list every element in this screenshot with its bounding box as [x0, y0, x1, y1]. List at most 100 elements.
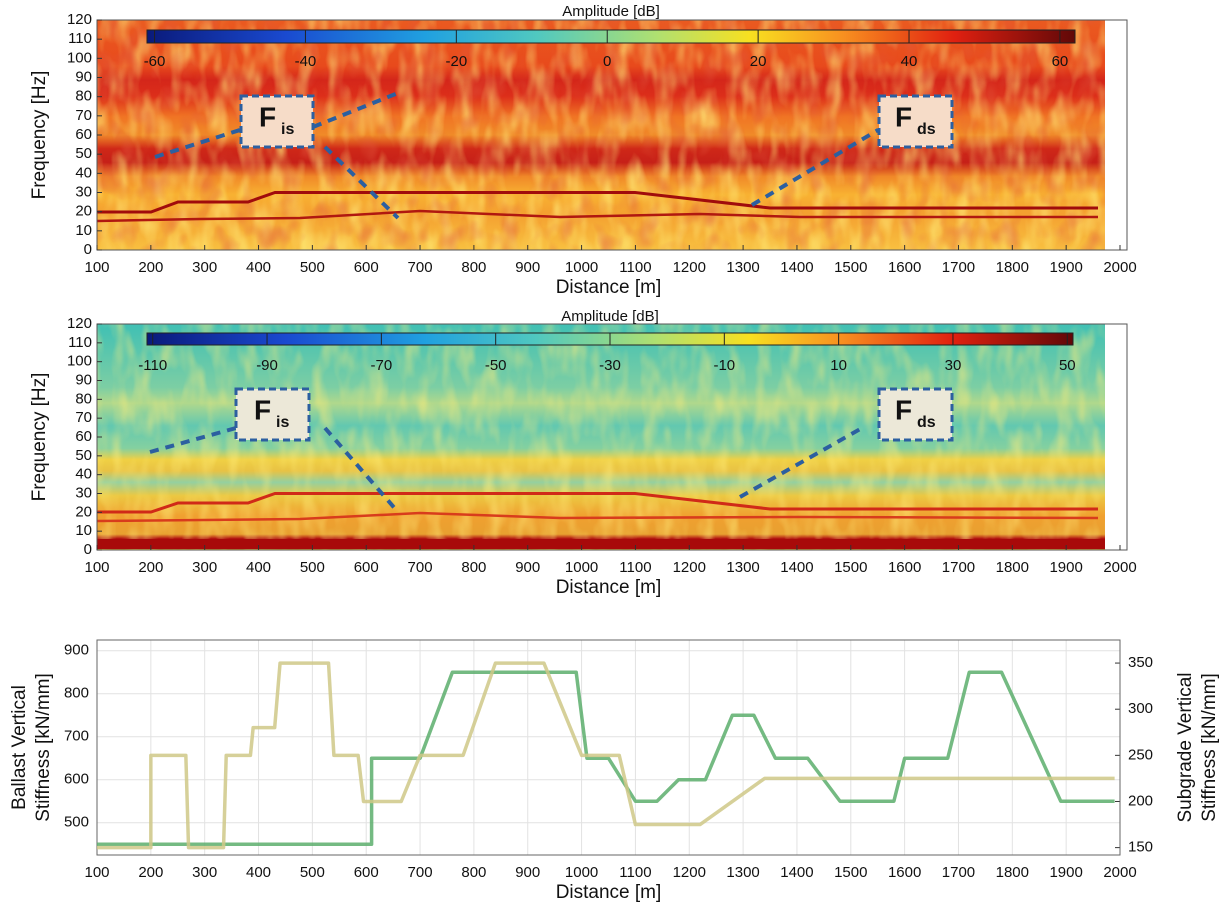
annotation-sub: is	[276, 414, 289, 431]
x-tick-label: 1800	[996, 559, 1029, 576]
x-tick-label: 600	[354, 864, 379, 881]
x-tick-label: 1100	[619, 559, 651, 576]
x-tick-label: 400	[246, 864, 271, 881]
x-tick-label: 1500	[834, 259, 867, 276]
y2-tick-label: 200	[1128, 792, 1153, 809]
colorbar-tick-label: -20	[445, 53, 467, 70]
y-axis-label: Frequency [Hz]	[29, 373, 50, 502]
y-tick-label: 20	[75, 503, 92, 520]
y-tick-label: 40	[75, 164, 92, 181]
x-tick-label: 1700	[942, 559, 975, 576]
x-tick-label: 500	[300, 259, 325, 276]
y-tick-label: 20	[75, 203, 92, 220]
y-tick-label: 100	[67, 353, 92, 370]
colorbar-tick-label: 30	[945, 357, 962, 374]
x-tick-label: 2000	[1103, 864, 1136, 881]
x-tick-label: 1700	[942, 864, 975, 881]
x-tick-label: 1200	[673, 259, 706, 276]
x-tick-label: 900	[515, 864, 540, 881]
y2-axis-label: Stiffness [kN/mm]	[1199, 673, 1220, 822]
x-tick-label: 500	[300, 559, 325, 576]
plot-frame	[96, 639, 1121, 856]
y-axis-label: Ballast Vertical	[9, 685, 30, 810]
x-tick-label: 1700	[942, 259, 975, 276]
x-tick-label: 200	[138, 559, 163, 576]
x-tick-label: 900	[515, 559, 540, 576]
colorbar-tick-label: -40	[295, 53, 317, 70]
y-tick-label: 90	[75, 371, 92, 388]
y-tick-label: 30	[75, 183, 92, 200]
y-tick-label: 60	[75, 126, 92, 143]
x-tick-label: 1400	[780, 559, 813, 576]
x-tick-label: 100	[84, 559, 109, 576]
x-axis-label: Distance [m]	[556, 577, 662, 598]
y2-tick-label: 300	[1128, 700, 1153, 717]
y-tick-label: 80	[75, 88, 92, 105]
x-tick-label: 1100	[619, 864, 651, 881]
x-tick-label: 1600	[888, 259, 921, 276]
x-tick-label: 1500	[834, 864, 867, 881]
y-axis-label: Stiffness [kN/mm]	[33, 673, 54, 822]
x-tick-label: 1200	[673, 864, 706, 881]
y-tick-label: 0	[84, 241, 92, 258]
x-tick-label: 700	[408, 864, 433, 881]
y-tick-label: 50	[75, 447, 92, 464]
x-tick-label: 300	[192, 259, 217, 276]
x-tick-label: 600	[354, 259, 379, 276]
x-tick-label: 300	[192, 864, 217, 881]
y-tick-label: 70	[75, 107, 92, 124]
x-tick-label: 1600	[888, 559, 921, 576]
colorbar-tick-label: 0	[603, 53, 611, 70]
data-line	[97, 661, 1115, 850]
annotation-sub: ds	[917, 414, 936, 431]
x-tick-label: 1800	[996, 259, 1029, 276]
annotation-boxes	[234, 94, 954, 442]
y-tick-label: 80	[75, 390, 92, 407]
annotation: F	[259, 101, 276, 132]
x-tick-label: 1800	[996, 864, 1029, 881]
x-tick-label: 1900	[1049, 259, 1082, 276]
colorbar-tick-label: -50	[485, 357, 507, 374]
y-tick-label: 10	[75, 522, 92, 539]
annotation: F	[254, 394, 271, 425]
x-tick-label: 1400	[780, 864, 813, 881]
colorbar	[146, 29, 1076, 44]
x-tick-label: 1200	[673, 559, 706, 576]
colorbar-tick-label: -110	[138, 357, 167, 374]
y2-tick-label: 150	[1128, 839, 1153, 856]
x-tick-label: 200	[138, 864, 163, 881]
colorbar-tick-label: 20	[750, 53, 767, 70]
colorbar-tick-label: -70	[371, 357, 393, 374]
colorbar-tick-label: -10	[713, 357, 735, 374]
x-axis-label: Distance [m]	[556, 277, 662, 298]
colorbar-tick-label: 50	[1059, 357, 1076, 374]
x-tick-label: 1100	[619, 259, 651, 276]
y-tick-label: 120	[67, 11, 92, 28]
colorbar-tick-label: 40	[901, 53, 918, 70]
x-tick-label: 300	[192, 559, 217, 576]
colorbar-tick-label: -90	[256, 357, 278, 374]
x-tick-label: 1000	[565, 259, 598, 276]
y-tick-label: 900	[64, 642, 89, 659]
x-tick-label: 2000	[1103, 559, 1136, 576]
y-tick-label: 30	[75, 484, 92, 501]
x-tick-label: 1300	[726, 259, 759, 276]
y-tick-label: 120	[67, 315, 92, 332]
x-axis-label: Distance [m]	[556, 882, 662, 903]
x-tick-label: 700	[408, 259, 433, 276]
x-tick-label: 1300	[726, 559, 759, 576]
y-tick-label: 110	[68, 334, 92, 351]
y-tick-label: 10	[75, 222, 92, 239]
y2-tick-label: 350	[1128, 654, 1153, 671]
x-tick-label: 2000	[1103, 259, 1136, 276]
annotation: F	[895, 101, 912, 132]
colorbar-title: Amplitude [dB]	[561, 308, 659, 325]
colorbar-tick-label: 60	[1052, 53, 1069, 70]
annotation-sub: ds	[917, 121, 936, 138]
x-tick-label: 1000	[565, 559, 598, 576]
y2-axis-label: Subgrade Vertical	[1175, 673, 1196, 823]
x-tick-label: 800	[461, 559, 486, 576]
x-tick-label: 1500	[834, 559, 867, 576]
y-tick-label: 70	[75, 409, 92, 426]
